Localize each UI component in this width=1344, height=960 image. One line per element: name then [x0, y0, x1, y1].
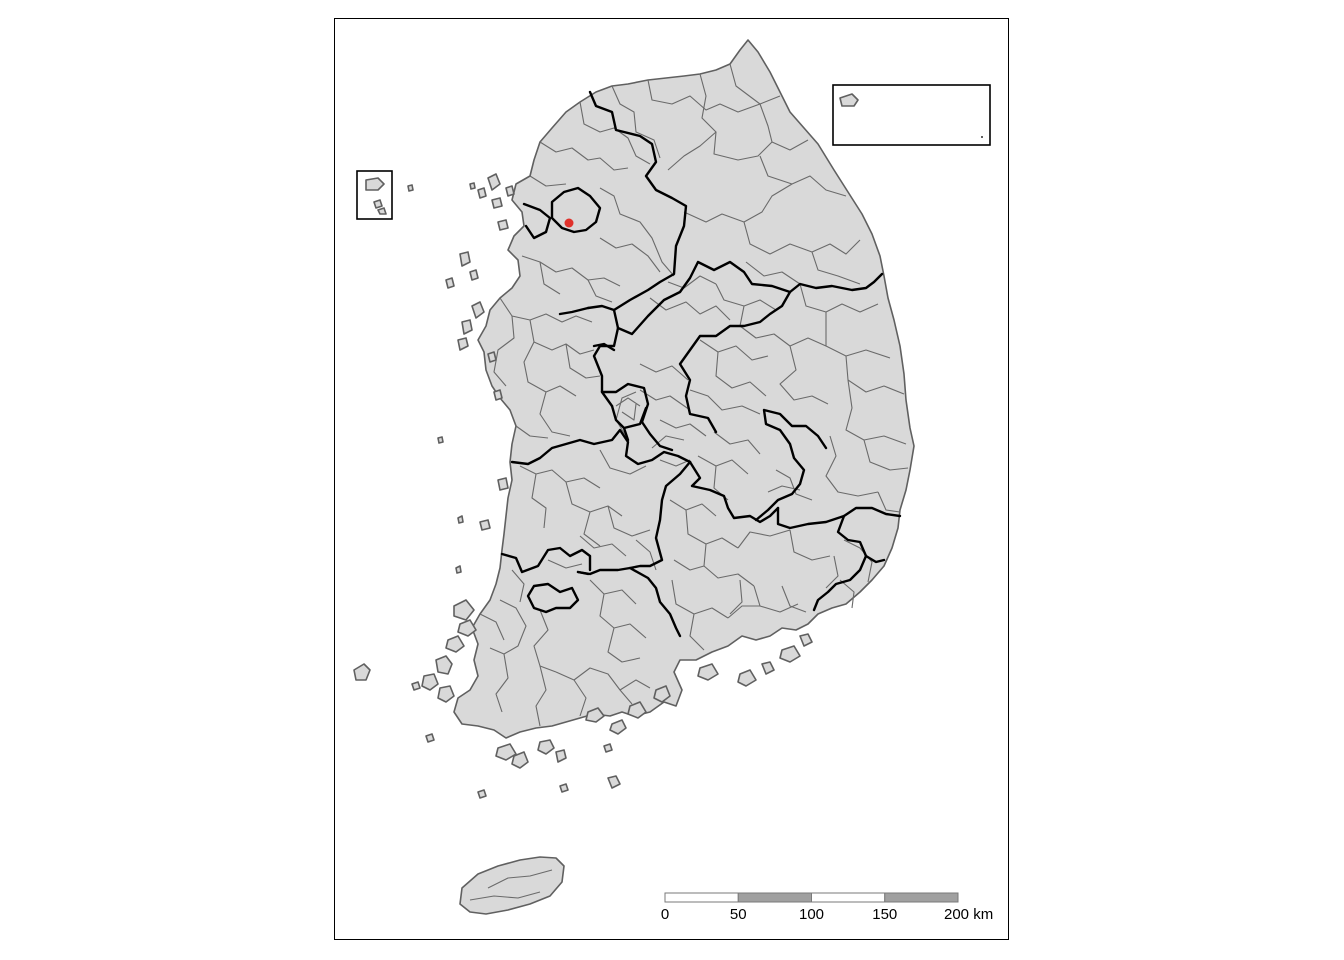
inset-island-west-3	[377, 207, 387, 215]
border-sejong	[592, 342, 616, 408]
municipal-borders	[469, 63, 909, 901]
border-chungnam-jeonbuk	[510, 428, 692, 466]
inset-island-west-2	[373, 199, 383, 209]
border-jeonnam-gyeongnam	[628, 566, 682, 638]
scale-bar-label: 200 km	[944, 906, 993, 923]
scale-bar-segment	[737, 892, 812, 903]
inset-island-west-1	[365, 177, 385, 191]
border-jeonbuk-jeonnam	[500, 546, 592, 576]
inset-box-east	[832, 84, 991, 146]
border-gyeongbuk-gyeongnam-west	[688, 460, 780, 524]
inset-island-dokdo	[981, 136, 983, 138]
border-gwangju	[526, 582, 580, 614]
border-daegu	[754, 408, 828, 522]
highlighted-district	[564, 218, 574, 228]
scale-bar-label: 50	[730, 906, 747, 923]
border-incheon	[522, 202, 552, 240]
border-gangwon-gyeonggi	[586, 90, 688, 312]
border-seoul	[550, 186, 602, 234]
inset-box-west	[356, 170, 393, 220]
border-busan	[812, 554, 868, 612]
border-jeonbuk-gyeongnam	[576, 460, 692, 576]
border-gyeongbuk-gyeongnam-east	[776, 506, 902, 530]
border-chungbuk-gyeongbuk	[678, 290, 792, 434]
scale-bar-label: 100	[799, 906, 824, 923]
scale-bar-label: 150	[872, 906, 897, 923]
islands	[353, 173, 813, 799]
jeju-island	[459, 856, 565, 915]
border-gyeonggi-chungnam	[558, 306, 590, 316]
inset-island-ulleung	[839, 93, 859, 107]
border-chungbuk-north	[612, 260, 884, 336]
scale-bar-label: 0	[661, 906, 669, 923]
scale-bar-segment	[884, 892, 959, 903]
border-daejeon	[610, 404, 648, 442]
provincial-borders	[500, 90, 902, 638]
scale-bar: 0 50 100 150 200 km	[661, 892, 993, 923]
border-chungbuk-chungnam	[592, 326, 674, 452]
border-ulsan	[836, 514, 886, 564]
mainland	[453, 39, 915, 739]
scale-bar-segment	[664, 892, 739, 903]
scale-bar-segment	[811, 892, 886, 903]
